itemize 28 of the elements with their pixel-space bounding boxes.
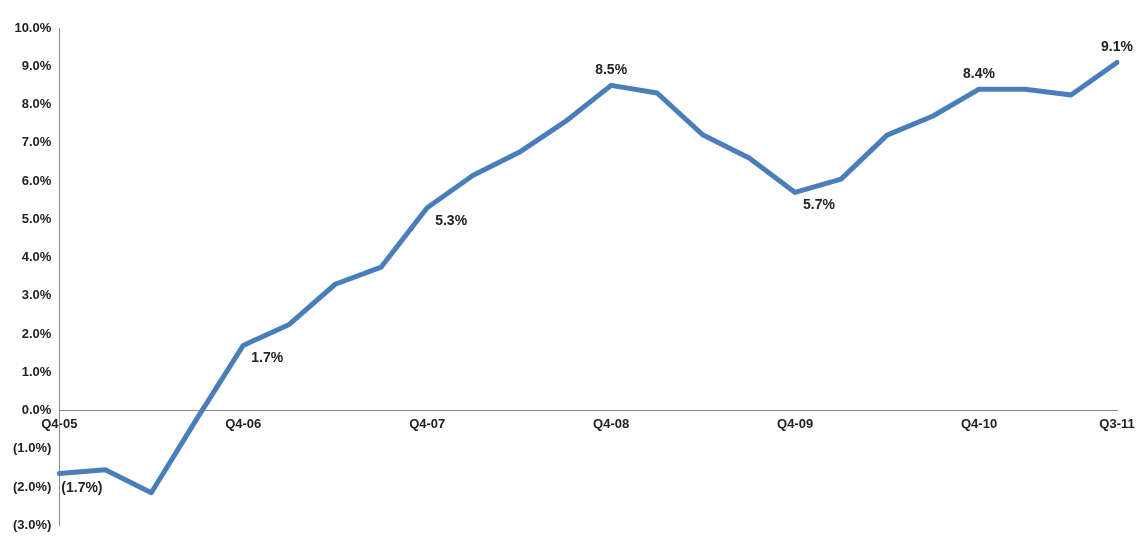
y-tick-label: 7.0%	[21, 134, 52, 150]
y-tick-label: 1.0%	[21, 363, 52, 379]
y-tick-label: (1.0%)	[12, 440, 52, 456]
data-label: 5.7%	[803, 196, 836, 213]
x-tick-label: Q4-10	[960, 415, 998, 431]
y-tick-label: 9.0%	[21, 57, 52, 73]
x-tick-label: Q3-11	[1099, 415, 1135, 431]
y-tick-label: (3.0%)	[12, 516, 52, 532]
y-tick-label: 5.0%	[21, 210, 52, 226]
data-label: 1.7%	[251, 349, 284, 366]
data-label: 8.5%	[595, 61, 628, 78]
x-tick-label: Q4-08	[593, 415, 630, 431]
y-tick-label: 10.0%	[14, 19, 52, 35]
y-tick-label: 2.0%	[21, 325, 52, 341]
y-tick-label: 8.0%	[21, 96, 52, 112]
y-tick-label: 6.0%	[21, 172, 52, 188]
data-label: 9.1%	[1101, 38, 1134, 55]
x-tick-label: Q4-09	[777, 415, 814, 431]
data-label: 8.4%	[963, 65, 996, 82]
x-tick-label: Q4-06	[225, 415, 262, 431]
x-tick-label: Q4-07	[409, 415, 446, 431]
y-tick-label: 0.0%	[21, 402, 52, 418]
y-tick-label: 4.0%	[21, 249, 52, 265]
data-label: (1.7%)	[61, 479, 103, 496]
x-tick-label: Q4-05	[41, 415, 78, 431]
data-label: 5.3%	[435, 211, 468, 228]
y-tick-label: (2.0%)	[12, 478, 52, 494]
y-tick-label: 3.0%	[21, 287, 52, 303]
